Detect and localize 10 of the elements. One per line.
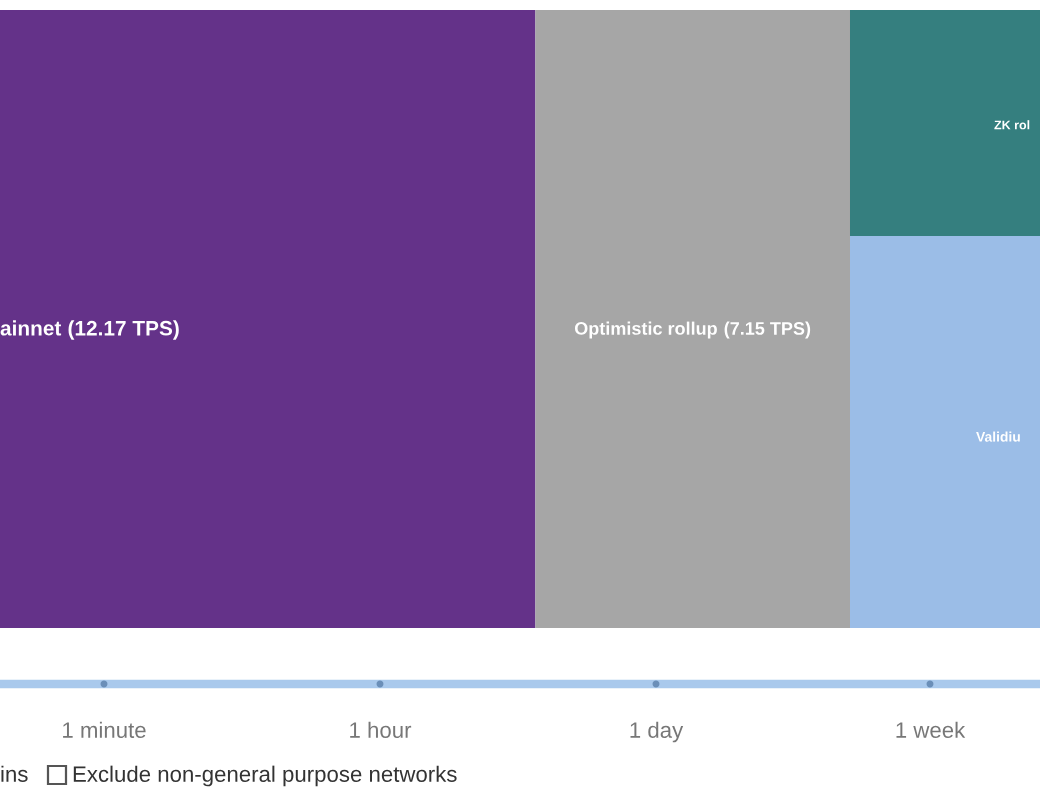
data-label: (7.15 TPS) [724,321,811,339]
text: ins [1,765,28,782]
category-label: ainnet [0,320,62,336]
text: 1 minute [63,721,146,738]
data-label: (12.17 TPS) [68,320,179,340]
text: 1 day [630,721,684,743]
text: 1 week [896,721,966,738]
text: 1 hour [350,721,412,738]
text: Exclude non-general purpose networks [73,765,457,787]
category-label: Optimistic rollup [574,321,717,339]
